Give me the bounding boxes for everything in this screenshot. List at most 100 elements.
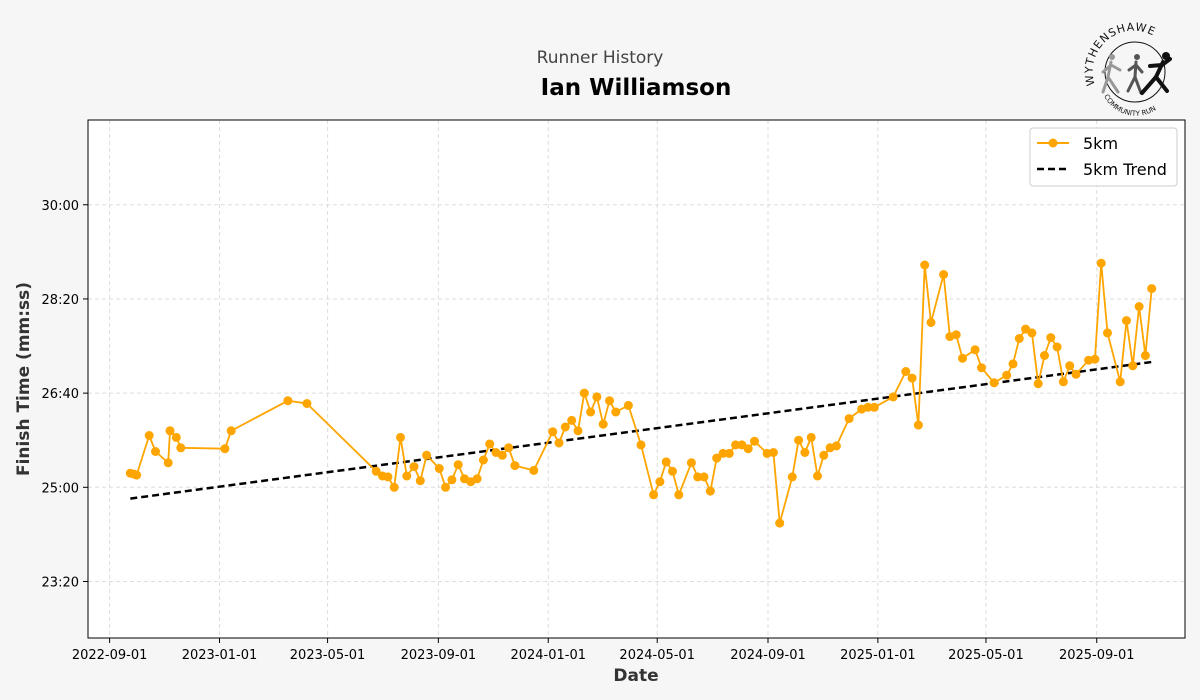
data-point [422,450,432,460]
data-point [283,396,293,406]
data-point [863,402,873,412]
x-tick-label: 2024-01-01 [510,648,586,663]
data-point [1027,328,1037,338]
data-point [926,318,936,327]
data-point [939,270,949,279]
data-point [1040,351,1049,360]
data-point [1122,316,1131,326]
data-point [1052,342,1062,352]
data-point [712,453,722,463]
data-point [913,420,923,430]
data-point [800,448,810,457]
wythenshawe-logo: WYTHENSHAWE COMMUNITY R [1083,20,1172,118]
data-point [453,460,463,470]
data-point [693,472,703,482]
data-point [806,432,816,442]
grid [88,120,1185,638]
x-axis: 2022-09-01 2023-01-01 2023-05-01 2023-09-01… [72,638,1135,663]
data-point [220,444,230,454]
data-point [718,448,728,458]
data-point [731,440,741,450]
data-point [787,472,797,482]
data-point [655,477,665,487]
data-point [1090,354,1100,364]
chart-subtitle: Runner History [537,48,664,68]
data-point [165,426,175,436]
runner-black-icon [1140,52,1172,95]
data-point [472,474,482,484]
data-point [869,402,879,412]
x-tick-label: 2025-01-01 [840,648,916,663]
x-tick-label: 2024-09-01 [730,648,806,663]
logo-top-text: WYTHENSHAWE [1083,20,1158,87]
y-tick-label: 23:20 [42,575,79,590]
data-point [901,367,911,376]
plot-area [88,120,1185,638]
data-point [402,471,412,481]
data-point [649,490,659,500]
trend-line [130,360,1152,500]
data-point [151,447,160,456]
data-point [478,455,488,465]
data-point [497,450,507,460]
x-tick-label: 2023-09-01 [401,648,477,663]
data-point [441,482,451,492]
data-point [579,388,589,398]
data-point [674,490,684,500]
data-point [686,458,696,468]
data-point [951,330,961,340]
legend: 5km 5km Trend [1029,127,1178,187]
plot-frame [87,119,1186,639]
data-point [813,471,822,481]
x-tick-label: 2025-09-01 [1059,648,1135,663]
x-tick-label: 2025-05-01 [948,648,1024,663]
data-point [775,518,785,528]
data-point [794,435,804,445]
data-point [1128,361,1138,371]
data-point [611,407,621,417]
y-tick-label: 30:00 [42,199,79,214]
data-point [171,432,181,442]
data-point [605,396,614,406]
data-point [831,441,841,451]
y-axis-label: Finish Time (mm:ss) [14,282,34,476]
data-point [636,440,646,450]
data-point [434,464,444,473]
data-point [226,426,236,436]
data-point [1002,370,1012,380]
data-point [661,457,671,467]
logo-bottom-text: COMMUNITY RUN [1102,93,1157,118]
y-axis: 23:20 25:00 26:40 28:20 30:00 [42,199,88,590]
data-point [396,432,405,442]
data-point [485,439,495,449]
data-point [1140,351,1150,360]
data-point [844,414,854,424]
data-point [592,392,602,402]
data-point [1096,258,1106,268]
data-point [529,465,539,475]
data-point [958,353,967,363]
data-point [743,444,753,454]
x-tick-label: 2023-05-01 [290,648,366,663]
x-tick-label: 2023-01-01 [182,648,258,663]
data-point [586,407,596,417]
data-point [573,426,583,436]
data-point [1103,328,1112,338]
y-tick-label: 28:20 [42,293,79,308]
legend-label-5km-trend: 5km Trend [1083,160,1167,179]
data-point [699,472,709,482]
data-point [1115,377,1125,387]
x-axis-label: Date [613,666,658,686]
data-point [598,419,608,429]
runner-dark-grey-icon [1126,54,1144,95]
data-point [989,378,999,388]
data-point [1008,359,1018,369]
data-point [1071,369,1081,379]
data-point [389,482,399,492]
data-point [548,427,558,437]
data-point [724,448,734,458]
data-point [907,373,917,383]
data-point [554,438,564,448]
data-point [1147,284,1157,294]
